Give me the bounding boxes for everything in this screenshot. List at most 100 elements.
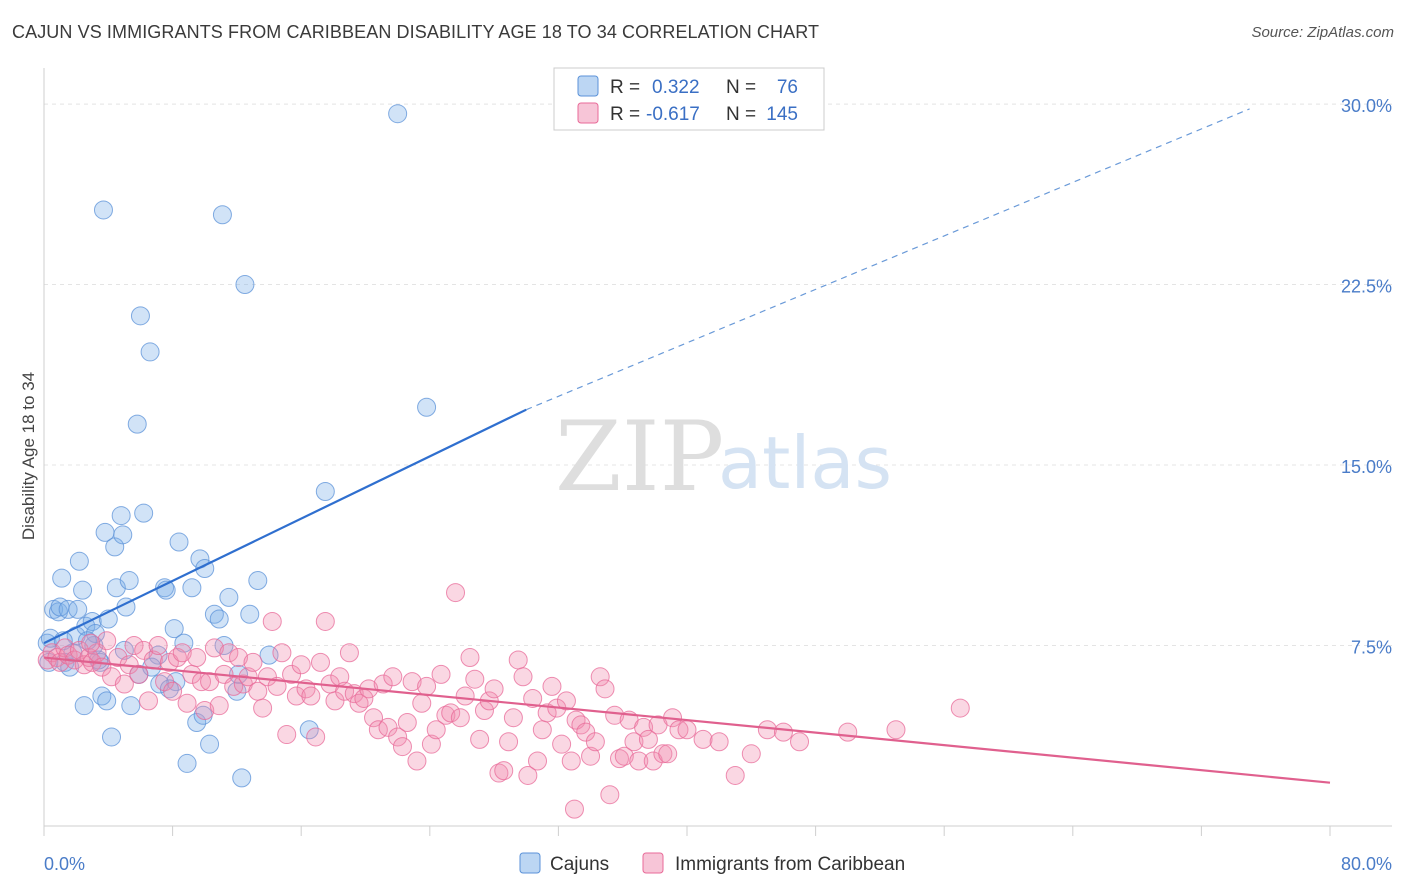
caribbean-point-33 xyxy=(195,700,215,720)
cajuns-trend-line xyxy=(43,408,527,645)
caribbean-point-85 xyxy=(446,583,466,603)
caribbean-point-117 xyxy=(600,785,620,805)
caribbean-point-13 xyxy=(97,631,117,651)
watermark-zip: ZIP xyxy=(555,401,724,513)
caribbean-point-71 xyxy=(378,717,398,737)
cajuns-point-16 xyxy=(85,623,105,643)
caribbean-point-120 xyxy=(614,746,634,766)
cajuns-point-41 xyxy=(174,633,194,653)
cajuns-point-38 xyxy=(164,619,184,639)
caribbean-point-56 xyxy=(306,727,326,747)
cajuns-point-54 xyxy=(240,604,260,624)
caribbean-point-72 xyxy=(383,667,403,687)
cajuns-point-7 xyxy=(58,599,78,619)
legend-swatch-cajuns xyxy=(577,75,599,97)
caribbean-point-78 xyxy=(412,693,432,713)
caribbean-point-19 xyxy=(129,664,149,684)
legend-r-label-caribbean: R = xyxy=(610,104,640,125)
cajuns-point-31 xyxy=(130,306,150,326)
caribbean-point-109 xyxy=(561,751,581,771)
legend-r-value-cajuns: 0.322 xyxy=(652,77,700,98)
cajuns-point-48 xyxy=(209,609,229,629)
cajuns-point-60 xyxy=(417,397,437,417)
caribbean-point-83 xyxy=(436,705,456,725)
caribbean-point-40 xyxy=(229,648,249,668)
caribbean-point-50 xyxy=(277,725,297,745)
caribbean-point-51 xyxy=(282,664,302,684)
caribbean-point-28 xyxy=(172,643,192,663)
cajuns-point-21 xyxy=(102,727,122,747)
caribbean-point-112 xyxy=(576,722,596,742)
cajuns-point-5 xyxy=(52,568,72,588)
caribbean-point-87 xyxy=(455,686,475,706)
bottom-legend-label-cajuns: Cajuns xyxy=(550,854,609,875)
x-tick-label-min: 0.0% xyxy=(44,854,85,874)
cajuns-point-42 xyxy=(182,578,202,598)
caribbean-point-135 xyxy=(725,765,745,785)
caribbean-point-140 xyxy=(838,722,858,742)
caribbean-point-123 xyxy=(629,751,649,771)
caribbean-point-73 xyxy=(388,727,408,747)
caribbean-point-129 xyxy=(658,744,678,764)
caribbean-point-58 xyxy=(315,611,335,631)
legend-n-value-cajuns: 76 xyxy=(777,77,798,98)
caribbean-point-113 xyxy=(581,746,601,766)
caribbean-point-75 xyxy=(397,713,417,733)
caribbean-point-88 xyxy=(460,648,480,668)
caribbean-point-86 xyxy=(450,708,470,728)
chart-title: CAJUN VS IMMIGRANTS FROM CARIBBEAN DISAB… xyxy=(12,22,820,42)
caribbean-point-133 xyxy=(693,729,713,749)
cajuns-point-74 xyxy=(68,599,88,619)
cajuns-point-70 xyxy=(177,753,197,773)
cajuns-point-58 xyxy=(315,482,335,502)
y-tick-label-3: 30.0% xyxy=(1341,96,1392,116)
caribbean-point-97 xyxy=(503,708,523,728)
y-tick-label-1: 15.0% xyxy=(1341,457,1392,477)
caribbean-point-104 xyxy=(537,703,557,723)
y-tick-labels: 7.5% 15.0% 22.5% 30.0% xyxy=(1341,96,1392,657)
cajuns-point-25 xyxy=(113,525,133,545)
bottom-legend: Cajuns Immigrants from Caribbean xyxy=(519,852,905,875)
caribbean-point-84 xyxy=(441,703,461,723)
y-tick-label-2: 22.5% xyxy=(1341,277,1392,297)
cajuns-point-12 xyxy=(74,696,94,716)
caribbean-point-107 xyxy=(552,734,572,754)
legend-n-label-caribbean: N = xyxy=(726,104,756,125)
caribbean-point-128 xyxy=(653,744,673,764)
caribbean-point-21 xyxy=(138,691,158,711)
caribbean-point-43 xyxy=(243,652,263,672)
legend-r-label-cajuns: R = xyxy=(610,77,640,98)
caribbean-point-81 xyxy=(426,720,446,740)
caribbean-point-101 xyxy=(523,688,543,708)
caribbean-point-96 xyxy=(499,732,519,752)
caribbean-point-138 xyxy=(773,722,793,742)
caribbean-point-139 xyxy=(790,732,810,752)
cajuns-point-53 xyxy=(235,275,255,295)
caribbean-point-143 xyxy=(564,799,584,819)
caribbean-point-63 xyxy=(339,643,359,663)
caribbean-point-94 xyxy=(489,763,509,783)
x-tick-label-max: 80.0% xyxy=(1341,854,1392,874)
caribbean-point-119 xyxy=(609,749,629,769)
caribbean-point-77 xyxy=(407,751,427,771)
caribbean-point-100 xyxy=(518,765,538,785)
caribbean-point-48 xyxy=(267,676,287,696)
caribbean-point-70 xyxy=(373,674,393,694)
cajuns-point-28 xyxy=(121,696,141,716)
caribbean-point-99 xyxy=(513,667,533,687)
caribbean-point-142 xyxy=(950,698,970,718)
watermark-atlas: atlas xyxy=(718,421,892,505)
caribbean-point-60 xyxy=(325,691,345,711)
caribbean-point-103 xyxy=(532,720,552,740)
cajuns-point-32 xyxy=(134,503,154,523)
cajuns-point-61 xyxy=(93,200,113,220)
caribbean-point-89 xyxy=(465,669,485,689)
caribbean-point-52 xyxy=(286,686,306,706)
caribbean-point-122 xyxy=(624,732,644,752)
caribbean-point-102 xyxy=(528,751,548,771)
caribbean-point-93 xyxy=(484,679,504,699)
cajuns-point-33 xyxy=(140,342,160,362)
caribbean-point-137 xyxy=(757,720,777,740)
stats-legend: R = 0.322 N = 76 R = -0.617 N = 145 xyxy=(553,67,825,131)
